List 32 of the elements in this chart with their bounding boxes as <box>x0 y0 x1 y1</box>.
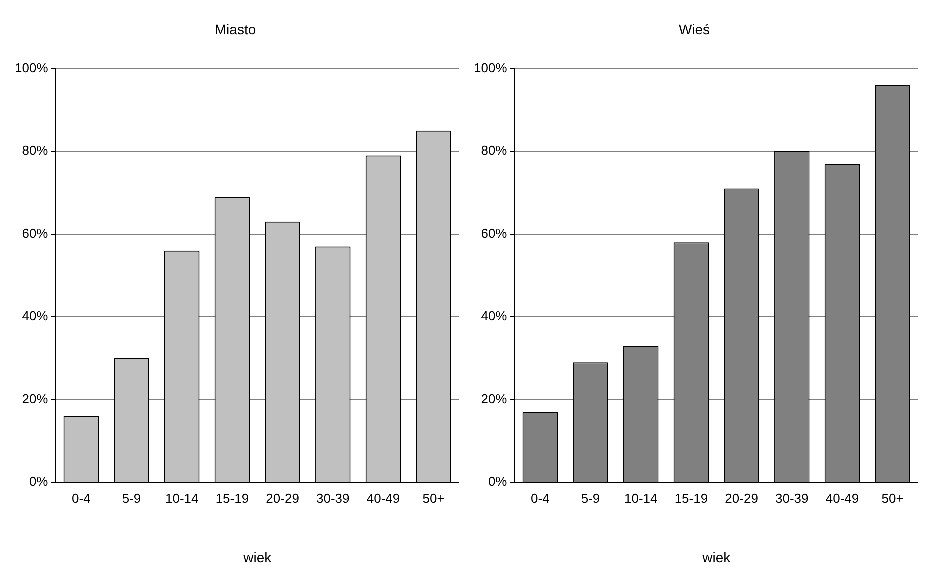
x-tick-label: 30-39 <box>776 490 809 506</box>
y-tick-label: 60% <box>481 226 508 241</box>
x-tick-label: 5-9 <box>122 490 142 506</box>
y-tick-label: 80% <box>481 143 508 158</box>
x-tick-label: 0-4 <box>531 490 550 506</box>
x-tick-label: 10-14 <box>624 490 658 506</box>
y-tick-label: 100% <box>474 60 508 76</box>
x-axis-title: wiek <box>702 549 732 566</box>
y-tick-label: 80% <box>22 143 49 158</box>
x-tick-label: 40-49 <box>366 490 400 506</box>
x-axis-title: wiek <box>242 549 273 566</box>
y-tick-label: 40% <box>22 308 49 324</box>
chart-title: Wieś <box>678 21 710 38</box>
x-tick-label: 15-19 <box>674 490 708 506</box>
x-tick-label: 20-29 <box>266 490 300 506</box>
y-tick-label: 60% <box>22 226 49 241</box>
chart-title: Miasto <box>214 21 256 38</box>
y-tick-label: 40% <box>481 308 508 324</box>
x-tick-label: 20-29 <box>725 490 758 506</box>
x-tick-label: 40-49 <box>826 490 860 506</box>
y-tick-label: 100% <box>15 60 49 76</box>
x-tick-label: 50+ <box>882 490 904 506</box>
x-tick-label: 30-39 <box>316 490 350 506</box>
y-tick-label: 0% <box>29 474 49 490</box>
x-tick-label: 0-4 <box>72 490 91 506</box>
y-tick-label: 20% <box>22 391 49 406</box>
y-tick-label: 20% <box>481 391 508 406</box>
y-tick-label: 0% <box>488 474 508 490</box>
x-tick-label: 5-9 <box>581 490 600 506</box>
x-tick-label: 10-14 <box>165 490 199 506</box>
x-tick-label: 15-19 <box>216 490 250 506</box>
x-tick-label: 50+ <box>422 490 445 506</box>
